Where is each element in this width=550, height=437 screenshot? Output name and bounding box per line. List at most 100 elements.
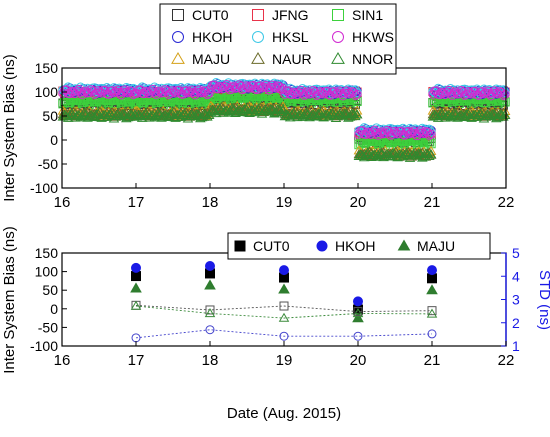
top-point-hkws bbox=[185, 87, 195, 97]
top-legend-marker bbox=[251, 51, 265, 64]
top-point-nnor bbox=[355, 148, 366, 159]
top-legend-entry-nnor: NNOR bbox=[331, 51, 393, 67]
bias-point bbox=[204, 279, 216, 290]
std-line bbox=[135, 304, 433, 313]
bottom-legend: CUT0 HKOH MAJU bbox=[227, 232, 491, 260]
top-legend-label: HKOH bbox=[192, 29, 232, 45]
top-point-nnor bbox=[339, 108, 351, 118]
top-legend-marker bbox=[252, 31, 264, 43]
bias-point bbox=[131, 262, 141, 273]
top-x-tick-label: 19 bbox=[276, 194, 293, 211]
top-point-hkws bbox=[294, 87, 304, 97]
bottom-x-tick-label: 19 bbox=[276, 352, 293, 369]
top-point-hkws bbox=[192, 87, 202, 97]
bottom-legend-entry-hkoh: HKOH bbox=[316, 238, 375, 254]
top-point-nnor bbox=[87, 111, 99, 121]
top-legend-entry-hkws: HKWS bbox=[332, 29, 394, 45]
top-point-hkws bbox=[266, 82, 276, 92]
top-legend-label: NNOR bbox=[352, 51, 393, 67]
top-series-hkws bbox=[58, 79, 510, 141]
std-point bbox=[352, 308, 364, 318]
top-point-hkws bbox=[188, 88, 198, 98]
top-y-tick-label: 100 bbox=[35, 84, 59, 100]
top-point-naur bbox=[254, 102, 266, 112]
top-point-nnor bbox=[272, 104, 284, 114]
top-point-hkws bbox=[364, 128, 374, 138]
top-point-hkws bbox=[350, 90, 360, 100]
bottom-legend-marker bbox=[397, 239, 411, 251]
top-point-nnor bbox=[371, 151, 382, 161]
top-point-hkws bbox=[298, 88, 307, 98]
top-point-nnor bbox=[277, 104, 289, 115]
bias-point bbox=[352, 312, 364, 323]
top-legend-label: JFNG bbox=[272, 7, 309, 23]
bottom-x-tick-label: 17 bbox=[128, 352, 145, 369]
bottom-x-ticks: 16 17 18 19 20 21 22 bbox=[54, 341, 514, 369]
bottom-x-tick-label: 18 bbox=[202, 352, 219, 369]
bottom-legend-label: CUT0 bbox=[253, 238, 290, 254]
top-point-nnor bbox=[235, 106, 247, 116]
top-point-naur bbox=[328, 106, 340, 116]
top-point-hkws bbox=[500, 89, 510, 99]
top-point-hkws bbox=[72, 86, 82, 96]
bottom-legend-marker bbox=[316, 240, 328, 252]
bottom-std-series-5 bbox=[130, 300, 438, 322]
top-point-sin1 bbox=[426, 139, 436, 149]
std-point bbox=[205, 305, 215, 315]
top-legend-entry-jfng: JFNG bbox=[252, 7, 309, 23]
top-point-nnor bbox=[75, 112, 86, 122]
top-point-nnor bbox=[300, 107, 312, 117]
std-point bbox=[205, 325, 215, 335]
top-legend-marker bbox=[252, 9, 264, 21]
bottom-legend-label: MAJU bbox=[417, 238, 455, 254]
top-point-nnor bbox=[297, 111, 308, 121]
bottom-y-tick-label: -100 bbox=[30, 338, 58, 354]
std-point bbox=[279, 331, 289, 341]
top-point-hkws bbox=[262, 83, 272, 93]
bias-point bbox=[353, 296, 363, 307]
top-point-nnor bbox=[420, 148, 432, 158]
top-point-hkws bbox=[118, 87, 128, 97]
top-point-hkws bbox=[259, 82, 269, 92]
top-plot-data bbox=[57, 78, 511, 162]
top-point-hkws bbox=[340, 88, 350, 98]
bottom-y2-tick-label: 4 bbox=[512, 268, 520, 284]
top-point-hkws bbox=[290, 88, 300, 98]
bottom-y2-tick-label: 2 bbox=[512, 315, 520, 331]
top-point-hkws bbox=[352, 89, 362, 99]
top-point-hkws bbox=[372, 128, 381, 138]
top-legend-entry-naur: NAUR bbox=[251, 51, 312, 67]
top-point-hkws bbox=[216, 82, 226, 92]
top-point-nnor bbox=[309, 110, 321, 120]
top-point-nnor bbox=[487, 108, 499, 118]
top-point-hkws bbox=[368, 127, 378, 137]
top-point-hkws bbox=[146, 86, 156, 96]
bias-point bbox=[427, 273, 437, 284]
bottom-y-axis-label: Inter System Bias (ns) bbox=[1, 226, 18, 374]
top-y-tick-label: -100 bbox=[30, 180, 58, 196]
top-point-nnor bbox=[78, 107, 90, 118]
bias-point bbox=[131, 271, 141, 282]
top-x-tick-label: 20 bbox=[350, 194, 367, 211]
top-point-nnor bbox=[276, 106, 287, 116]
top-point-naur bbox=[142, 106, 153, 116]
bias-point bbox=[426, 284, 438, 295]
top-point-hkws bbox=[150, 87, 159, 97]
top-point-nnor bbox=[374, 147, 386, 157]
top-legend: CUT0 JFNG SIN1 HKOH HKSL HKWS MAJU NAUR NNOR bbox=[159, 3, 397, 75]
top-legend-label: MAJU bbox=[192, 51, 230, 67]
top-point-nnor bbox=[152, 107, 164, 118]
top-y-tick-label: 150 bbox=[35, 60, 59, 76]
top-legend-box bbox=[159, 3, 397, 75]
top-point-nnor bbox=[202, 111, 213, 121]
top-point-nnor bbox=[198, 108, 210, 119]
top-x-tick-label: 22 bbox=[498, 194, 515, 211]
top-point-nnor bbox=[265, 103, 277, 113]
top-point-hkws bbox=[142, 87, 152, 97]
top-legend-label: HKWS bbox=[352, 29, 394, 45]
top-point-nnor bbox=[448, 107, 460, 118]
top-legend-entry-maju: MAJU bbox=[171, 51, 230, 67]
top-point-hkws bbox=[111, 87, 121, 97]
bottom-x-tick-label: 21 bbox=[424, 352, 441, 369]
bottom-legend-entry-maju: MAJU bbox=[397, 238, 455, 254]
